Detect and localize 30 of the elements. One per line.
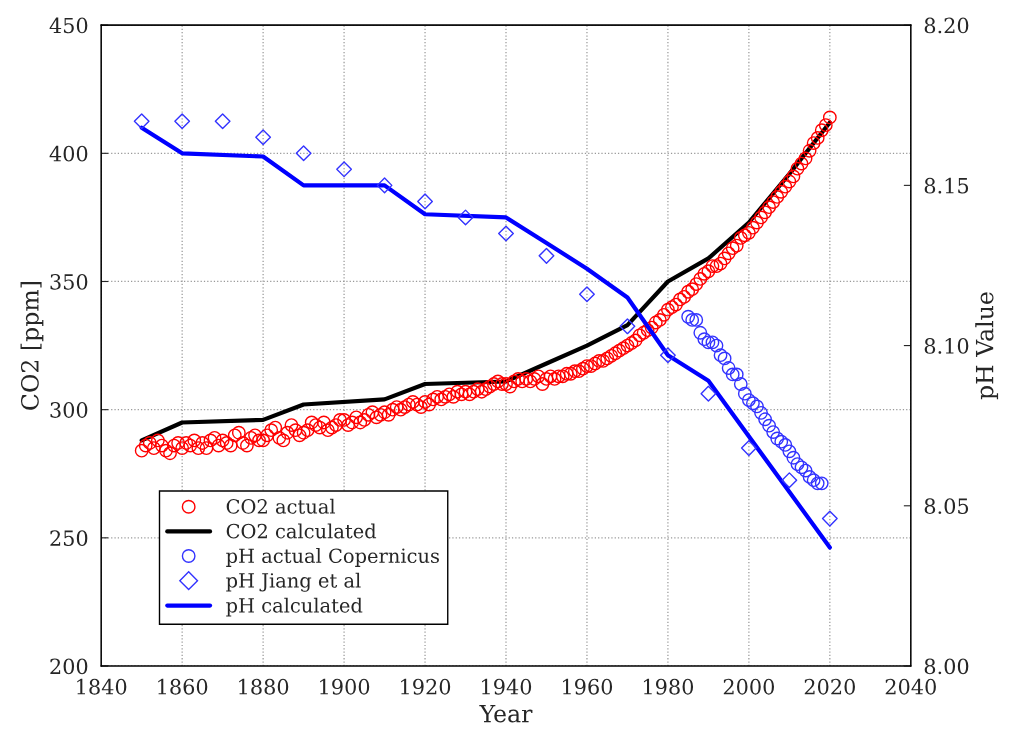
y2-tick-label: 8.05 [924,498,969,514]
y-tick-label: 250 [50,530,88,547]
legend-label: CO2 calculated [226,523,377,539]
x-axis-title: Year [479,704,533,723]
y2-tick-label: 8.00 [924,658,969,675]
y-tick-label: 450 [49,17,88,34]
x-tick-label: 1940 [482,678,532,695]
y2-tick-label: 8.10 [924,338,969,354]
x-tick-label: 1900 [320,678,370,695]
y2-tick-label: 8.15 [924,177,969,194]
y-axis-title: CO2 [ppm] [20,282,44,410]
y-tick-label: 300 [50,402,88,418]
x-tick-label: 2040 [885,678,936,695]
x-tick-label: 1840 [77,678,127,695]
y2-axis-title: pH Value [975,292,999,400]
x-tick-label: 2020 [804,678,855,695]
legend-label: pH Jiang et al [226,572,361,592]
x-tick-label: 2000 [723,678,775,695]
y2-tick-label: 8.20 [924,17,969,34]
x-tick-label: 1880 [239,678,289,695]
x-tick-label: 1980 [643,678,694,695]
y-tick-label: 350 [50,273,88,290]
x-tick-label: 1860 [158,678,208,695]
y-tick-label: 200 [50,658,88,675]
legend-label: pH actual Copernicus [226,548,439,567]
legend-label: CO2 actual [226,498,336,514]
x-tick-label: 1920 [401,678,451,695]
legend-label: pH calculated [226,597,363,617]
x-tick-label: 1960 [562,678,613,695]
y-tick-label: 400 [49,145,88,162]
